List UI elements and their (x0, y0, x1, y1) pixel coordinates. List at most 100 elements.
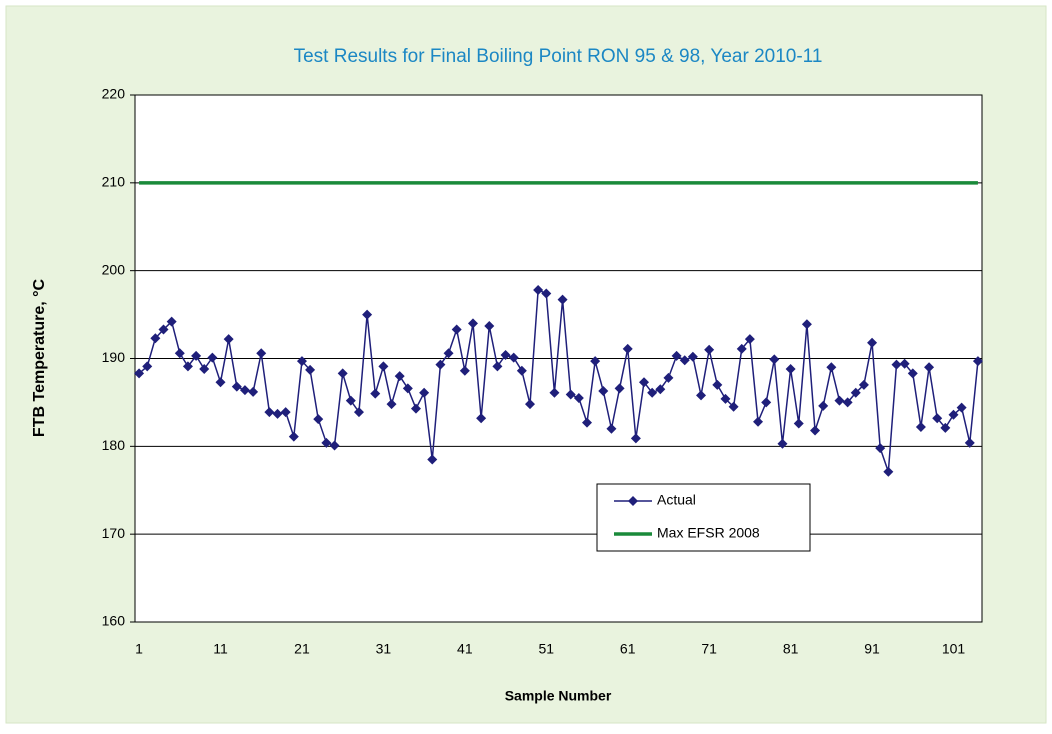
y-tick-label: 210 (102, 174, 126, 190)
chart-title: Test Results for Final Boiling Point RON… (294, 46, 823, 67)
data-point (606, 423, 617, 434)
data-point (769, 354, 780, 365)
legend-label: Max EFSR 2008 (657, 525, 760, 541)
data-point (305, 364, 316, 375)
data-point (370, 388, 381, 399)
data-point (867, 337, 878, 348)
data-point (810, 425, 821, 436)
data-point (687, 351, 698, 362)
data-point (296, 356, 307, 367)
data-point (590, 356, 601, 367)
x-tick-label: 91 (864, 641, 880, 657)
data-point (231, 381, 242, 392)
data-point (467, 318, 478, 329)
data-point (647, 387, 658, 398)
data-point (907, 368, 918, 379)
data-point (834, 395, 845, 406)
data-point (932, 413, 943, 424)
x-tick-label: 101 (942, 641, 966, 657)
data-point (671, 350, 682, 361)
data-point (573, 393, 584, 404)
data-point (199, 364, 210, 375)
data-point (663, 372, 674, 383)
data-point (622, 343, 633, 354)
data-point (972, 356, 983, 367)
data-point (940, 422, 951, 433)
data-point (858, 379, 869, 390)
data-point (826, 362, 837, 373)
data-point (777, 438, 788, 449)
data-point (785, 364, 796, 375)
data-point (582, 417, 593, 428)
data-point (614, 383, 625, 394)
legend: Actual Max EFSR 2008 (596, 483, 811, 552)
legend-label: Actual (657, 492, 696, 508)
data-point (818, 400, 829, 411)
data-point (753, 416, 764, 427)
x-axis-title: Sample Number (505, 688, 612, 704)
data-point (191, 350, 202, 361)
data-point (459, 365, 470, 376)
data-point (329, 440, 340, 451)
data-point (549, 387, 560, 398)
data-point (142, 361, 153, 372)
data-point (134, 368, 145, 379)
data-point (215, 377, 226, 388)
data-point (435, 359, 446, 370)
data-point (166, 316, 177, 327)
x-tick-label: 1 (135, 641, 143, 657)
data-point (248, 386, 259, 397)
data-point (533, 284, 544, 295)
data-point (492, 361, 503, 372)
data-point (321, 437, 332, 448)
data-point (541, 288, 552, 299)
data-point (223, 334, 234, 345)
data-point (337, 368, 348, 379)
y-tick-label: 180 (102, 437, 126, 453)
data-point (280, 407, 291, 418)
data-point (443, 348, 454, 359)
data-point (639, 377, 650, 388)
data-point (712, 379, 723, 390)
data-point (516, 365, 527, 376)
data-point (875, 443, 886, 454)
data-point (476, 413, 487, 424)
data-point (174, 348, 185, 359)
y-tick-label: 200 (102, 261, 126, 277)
data-point (362, 309, 373, 320)
x-tick-label: 61 (620, 641, 636, 657)
data-point (419, 387, 430, 398)
data-point (630, 433, 641, 444)
data-point (500, 349, 511, 360)
y-tick-label: 220 (102, 86, 126, 102)
data-point (744, 334, 755, 345)
data-point (557, 294, 568, 305)
data-point (427, 454, 438, 465)
data-point (899, 358, 910, 369)
y-tick-label: 170 (102, 525, 126, 541)
y-axis-title: FTB Temperature, °C (31, 278, 48, 437)
data-point (264, 407, 275, 418)
data-point (655, 384, 666, 395)
data-point (378, 361, 389, 372)
legend-marker (628, 496, 638, 506)
data-point (964, 437, 975, 448)
data-point (451, 324, 462, 335)
data-point (598, 385, 609, 396)
data-point (793, 418, 804, 429)
data-point (182, 361, 193, 372)
data-point (915, 422, 926, 433)
data-point (883, 466, 894, 477)
data-point (353, 407, 364, 418)
data-point (484, 321, 495, 332)
x-tick-label: 21 (294, 641, 310, 657)
data-point (842, 397, 853, 408)
data-point (801, 319, 812, 330)
legend-box (596, 483, 811, 552)
x-tick-label: 41 (457, 641, 473, 657)
x-tick-label: 31 (376, 641, 392, 657)
data-point (150, 333, 161, 344)
x-tick-label: 71 (701, 641, 717, 657)
data-point (410, 403, 421, 414)
